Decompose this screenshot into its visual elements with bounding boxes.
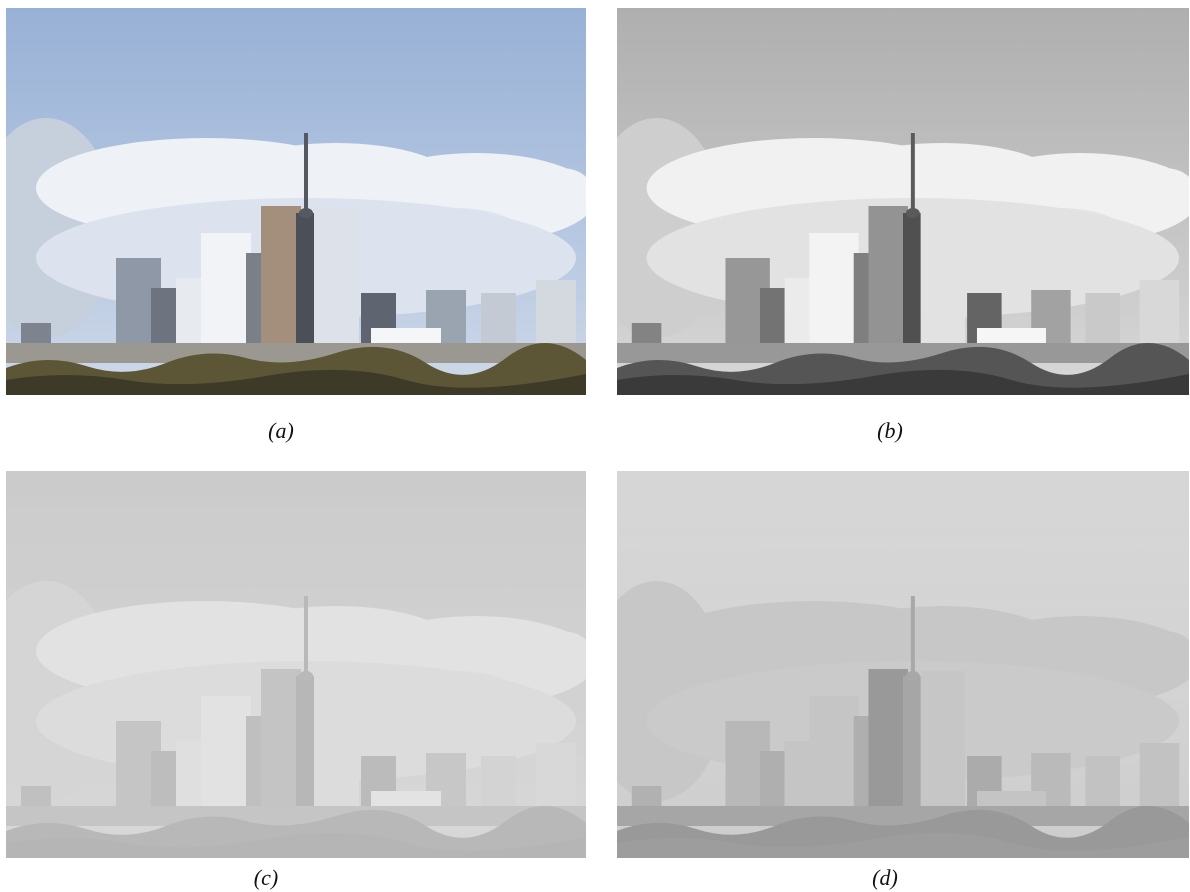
caption: (d) (872, 865, 898, 890)
panel-a: (a) (6, 8, 586, 443)
image (617, 8, 1189, 395)
image (617, 471, 1189, 858)
image (6, 471, 586, 858)
caption: (b) (877, 418, 903, 443)
panel-b: (b) (617, 8, 1189, 443)
panel-c: (c) (6, 471, 586, 890)
image (6, 8, 586, 395)
caption: (a) (268, 418, 294, 443)
panel-d: (d) (617, 471, 1189, 890)
caption: (c) (254, 865, 278, 890)
